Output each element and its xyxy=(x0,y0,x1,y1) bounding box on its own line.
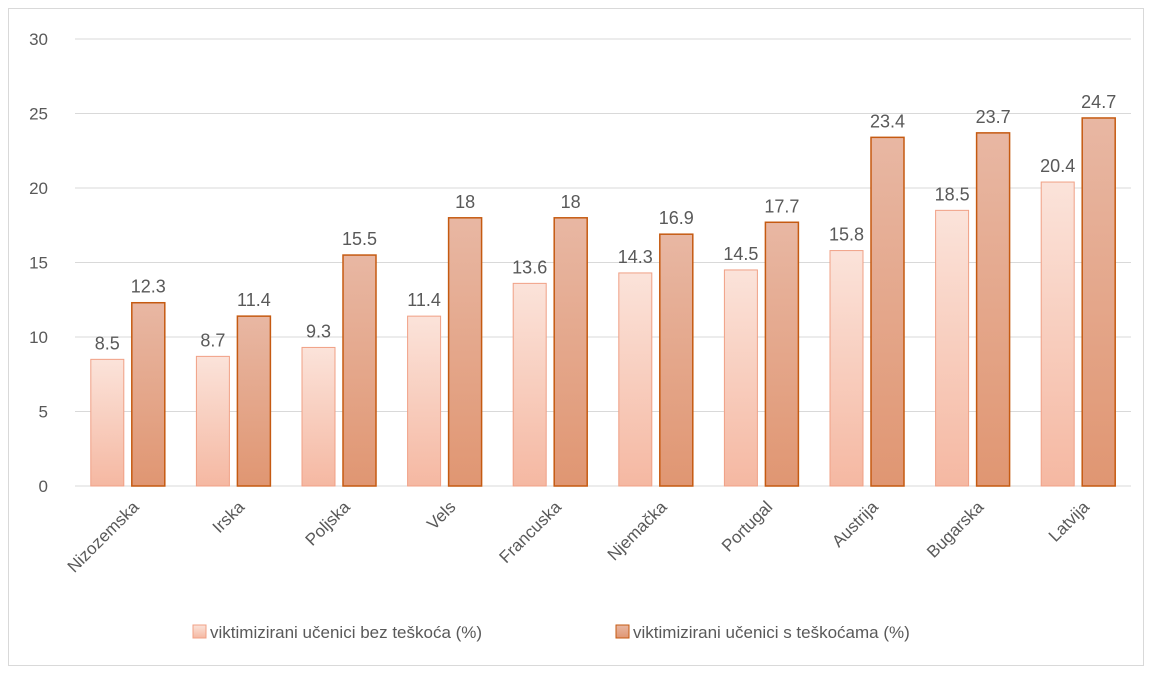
bar-Irska-series-2 xyxy=(236,315,272,487)
bar-Nizozemska-series-1 xyxy=(90,358,125,487)
x-category-label: Austrija xyxy=(828,497,882,551)
bar-Njemačka-series-1 xyxy=(618,272,653,487)
y-tick-label: 30 xyxy=(29,30,48,49)
bar-Njemačka-series-2 xyxy=(659,233,694,487)
bar-Austrija-series-1 xyxy=(829,250,864,487)
bar-Vels-series-1 xyxy=(407,315,442,487)
data-label: 23.4 xyxy=(870,111,905,131)
data-label: 23.7 xyxy=(976,107,1011,127)
gridlines xyxy=(75,38,1131,487)
legend-entry: viktimizirani učenici s teškoćama (%) xyxy=(633,623,910,642)
bar-Latvija-series-2 xyxy=(1081,117,1116,487)
data-label: 11.4 xyxy=(237,290,271,310)
x-category-label: Bugarska xyxy=(923,497,988,562)
bar-Nizozemska-series-2 xyxy=(131,301,166,487)
bar-Poljska-series-1 xyxy=(301,346,336,487)
bar-Bugarska-series-2 xyxy=(975,132,1011,487)
bar-Francuska-series-2 xyxy=(553,217,588,487)
y-axis: 0 5 10 15 20 25 30 xyxy=(29,30,48,496)
x-axis: Nizozemska Irska Poljska Vels Francuska Njema… xyxy=(64,497,1094,576)
bar-Francuska-series-1 xyxy=(512,282,547,487)
x-category-label: Latvija xyxy=(1045,497,1094,546)
y-tick-label: 10 xyxy=(29,328,48,347)
bar-Vels-series-2 xyxy=(447,217,483,487)
data-label: 14.3 xyxy=(618,247,653,267)
y-tick-label: 20 xyxy=(29,179,48,198)
data-labels: 8.5 12.3 8.7 11.4 9.3 15.5 11.4 18 13.6 18 14.3 16.… xyxy=(95,92,1116,353)
x-category-label: Poljska xyxy=(302,497,355,550)
x-category-label: Irska xyxy=(209,497,249,537)
y-tick-label: 15 xyxy=(29,254,48,273)
bar-Bugarska-series-1 xyxy=(935,209,970,487)
y-tick-label: 0 xyxy=(39,477,48,496)
data-label: 24.7 xyxy=(1081,92,1116,112)
bar-Austrija-series-2 xyxy=(870,136,905,487)
x-category-label: Njemačka xyxy=(604,497,671,564)
data-label: 18 xyxy=(561,192,581,212)
y-tick-label: 5 xyxy=(39,403,48,422)
bar-Latvija-series-1 xyxy=(1040,181,1075,487)
data-label: 17.7 xyxy=(764,196,799,216)
bar-Irska-series-1 xyxy=(195,355,230,487)
legend-swatch xyxy=(192,624,207,639)
data-label: 14.5 xyxy=(723,244,758,264)
data-label: 16.9 xyxy=(659,208,694,228)
x-category-label: Portugal xyxy=(718,497,776,555)
data-label: 8.5 xyxy=(95,333,120,353)
bar-Portugal-series-1 xyxy=(723,269,758,487)
data-label: 20.4 xyxy=(1040,156,1075,176)
data-label: 13.6 xyxy=(512,257,547,277)
bar-Portugal-series-2 xyxy=(764,221,800,487)
data-label: 11.4 xyxy=(407,290,441,310)
x-category-label: Nizozemska xyxy=(64,497,143,576)
legend: viktimizirani učenici bez teškoća (%) vik… xyxy=(192,623,910,642)
data-label: 15.5 xyxy=(342,229,377,249)
x-category-label: Vels xyxy=(423,497,459,533)
y-tick-label: 25 xyxy=(29,105,48,124)
data-label: 18.5 xyxy=(935,184,970,204)
bars xyxy=(90,117,1116,487)
data-label: 12.3 xyxy=(131,277,166,297)
x-category-label: Francuska xyxy=(495,497,565,567)
bar-Poljska-series-2 xyxy=(342,254,377,487)
data-label: 18 xyxy=(455,192,475,212)
legend-entry: viktimizirani učenici bez teškoća (%) xyxy=(210,623,482,642)
data-label: 15.8 xyxy=(829,225,864,245)
data-label: 8.7 xyxy=(200,330,225,350)
legend-swatch xyxy=(615,624,630,639)
data-label: 9.3 xyxy=(306,321,331,341)
